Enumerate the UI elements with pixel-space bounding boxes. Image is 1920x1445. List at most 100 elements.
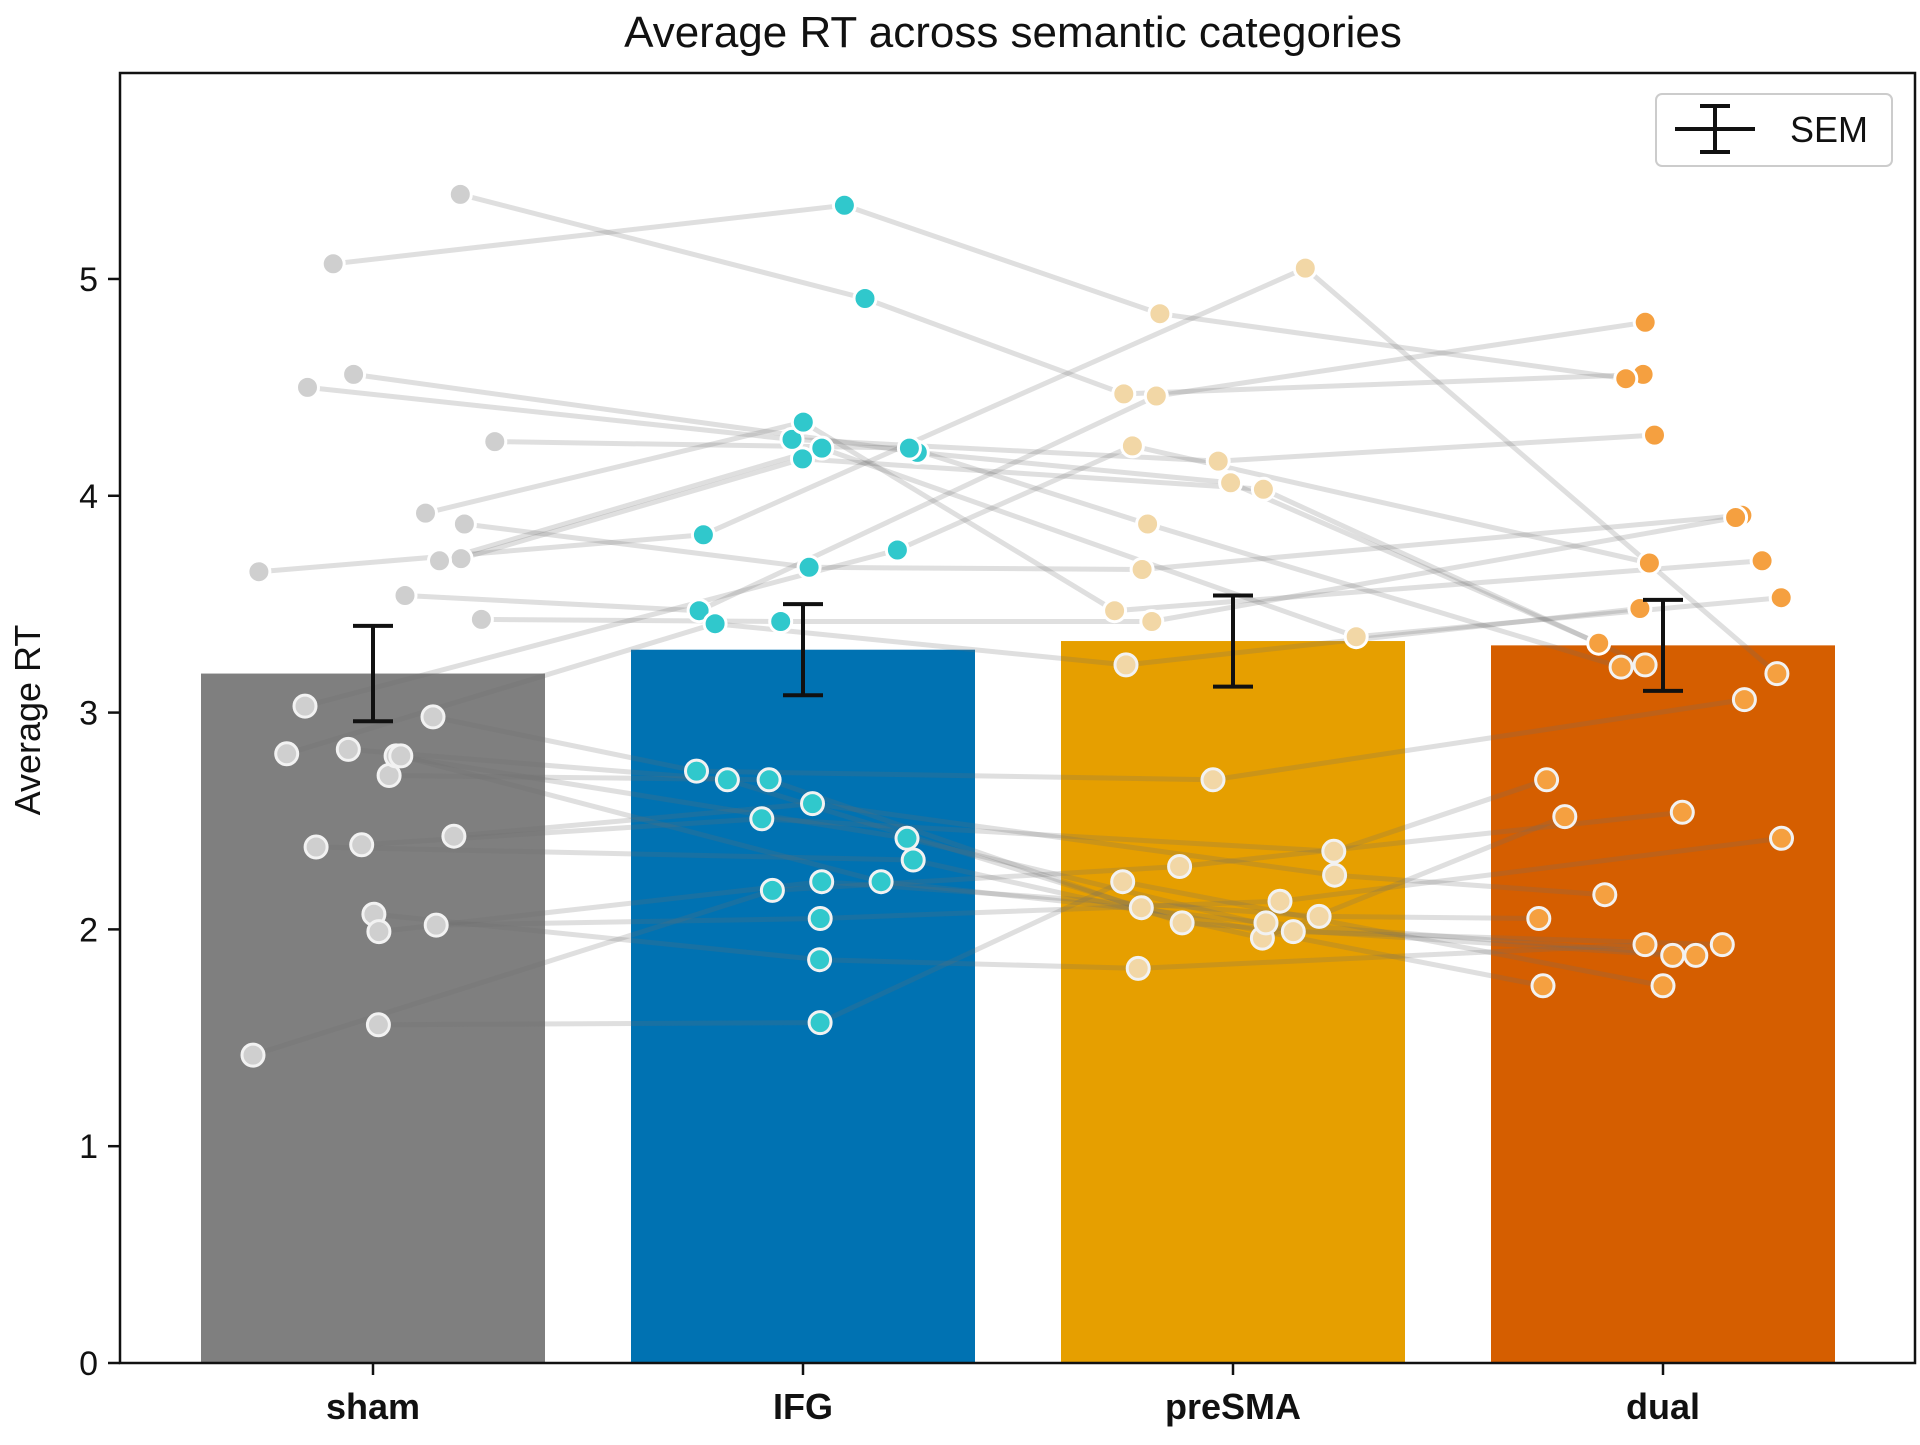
chart-title: Average RT across semantic categories: [624, 8, 1402, 57]
subject-point-dual: [1709, 932, 1735, 958]
bar-dual: [1491, 645, 1835, 1363]
subject-point-sham: [366, 919, 392, 945]
subject-point-IFG: [884, 537, 910, 563]
subject-point-sham: [427, 548, 452, 574]
subject-line: [404, 319, 1646, 614]
subject-line: [332, 202, 1627, 382]
subject-point-preSMA: [1102, 598, 1128, 624]
subject-point-sham: [451, 511, 477, 537]
subject-point-sham: [482, 429, 508, 455]
subject-line: [438, 445, 1782, 640]
subject-point-IFG: [800, 791, 825, 817]
subject-line: [424, 419, 1763, 614]
y-tick-label: 0: [79, 1345, 98, 1383]
subject-point-dual: [1526, 906, 1552, 931]
subject-point-preSMA: [1306, 903, 1332, 929]
subject-point-dual: [1534, 767, 1560, 793]
subject-line: [460, 456, 1647, 668]
subject-line: [464, 512, 1743, 572]
subject-point-sham: [413, 500, 438, 526]
subject-point-IFG: [714, 767, 740, 793]
subject-point-preSMA: [1321, 838, 1347, 864]
legend: SEM: [1655, 93, 1893, 167]
subject-point-preSMA: [1250, 476, 1276, 502]
subject-line: [285, 606, 1641, 757]
subject-point-sham: [447, 181, 473, 207]
subject-point-IFG: [759, 877, 785, 903]
subject-point-sham: [468, 606, 494, 632]
subject-point-dual: [1632, 652, 1658, 678]
subject-line: [304, 443, 1650, 709]
subject-point-preSMA: [1292, 255, 1318, 281]
subject-line: [459, 191, 1644, 397]
subject-point-sham: [303, 834, 329, 860]
bars-layer: [201, 641, 1835, 1363]
subject-point-sham: [448, 546, 474, 572]
subject-point-preSMA: [1322, 862, 1348, 888]
legend-label: SEM: [1790, 109, 1868, 150]
subject-point-IFG: [807, 906, 833, 931]
subject-point-IFG: [807, 1010, 833, 1036]
subject-point-IFG: [809, 869, 835, 895]
subject-point-IFG: [831, 192, 857, 218]
subject-point-IFG: [868, 869, 894, 895]
subject-point-sham: [420, 704, 446, 730]
x-tick-label-sham: sham: [326, 1386, 420, 1427]
subject-point-IFG: [702, 611, 728, 637]
subject-point-IFG: [690, 522, 716, 548]
subject-point-IFG: [896, 435, 922, 461]
subject-line: [353, 371, 1600, 646]
subject-line: [378, 879, 1664, 1028]
subject-point-preSMA: [1135, 511, 1161, 537]
subject-point-sham: [295, 374, 320, 400]
y-tick-label: 5: [79, 261, 98, 299]
subject-point-preSMA: [1253, 910, 1279, 936]
subject-point-sham: [423, 912, 449, 938]
subject-point-preSMA: [1125, 955, 1151, 981]
subject-point-dual: [1552, 804, 1578, 830]
subject-point-preSMA: [1119, 433, 1145, 459]
subject-point-IFG: [779, 426, 805, 452]
subject-line: [395, 753, 1723, 948]
subject-point-IFG: [809, 435, 835, 461]
subject-point-dual: [1764, 661, 1790, 687]
subject-point-IFG: [796, 554, 822, 580]
plot-frame: [118, 71, 1917, 1365]
subject-point-preSMA: [1129, 557, 1155, 582]
subject-line: [361, 777, 1548, 854]
subject-lines-layer: [252, 191, 1782, 1058]
subject-point-dual: [1723, 505, 1749, 530]
subject-line: [481, 515, 1737, 624]
y-axis-ticks: 0 1 2 3 4 5: [79, 261, 120, 1383]
subject-point-dual: [1586, 630, 1612, 656]
subject-point-IFG: [852, 286, 878, 311]
subject-point-dual: [1660, 942, 1686, 968]
subject-point-IFG: [900, 847, 926, 873]
subject-line: [348, 746, 1544, 989]
subject-point-preSMA: [1343, 624, 1369, 650]
subject-point-sham: [335, 736, 361, 762]
subject-point-preSMA: [1267, 888, 1293, 914]
subject-point-dual: [1642, 422, 1667, 448]
subject-point-dual: [1530, 973, 1556, 999]
subject-point-dual: [1613, 366, 1639, 392]
subject-point-dual: [1731, 687, 1757, 713]
x-tick-label-dual: dual: [1626, 1386, 1700, 1427]
subject-point-sham: [240, 1042, 266, 1068]
subject-point-dual: [1592, 882, 1618, 908]
subject-point-sham: [246, 559, 272, 585]
subject-line: [389, 773, 1673, 958]
subject-point-IFG: [807, 947, 833, 973]
bar-preSMA: [1061, 641, 1405, 1363]
legend-sem-icon: [1675, 104, 1755, 154]
subject-point-dual: [1683, 942, 1709, 968]
subject-point-sham: [292, 693, 318, 719]
subject-line: [316, 814, 1566, 941]
subject-line: [453, 801, 1605, 898]
subject-point-sham: [388, 743, 414, 769]
subject-point-IFG: [749, 806, 775, 832]
x-tick-label-IFG: IFG: [773, 1386, 833, 1427]
subject-point-dual: [1632, 309, 1658, 335]
